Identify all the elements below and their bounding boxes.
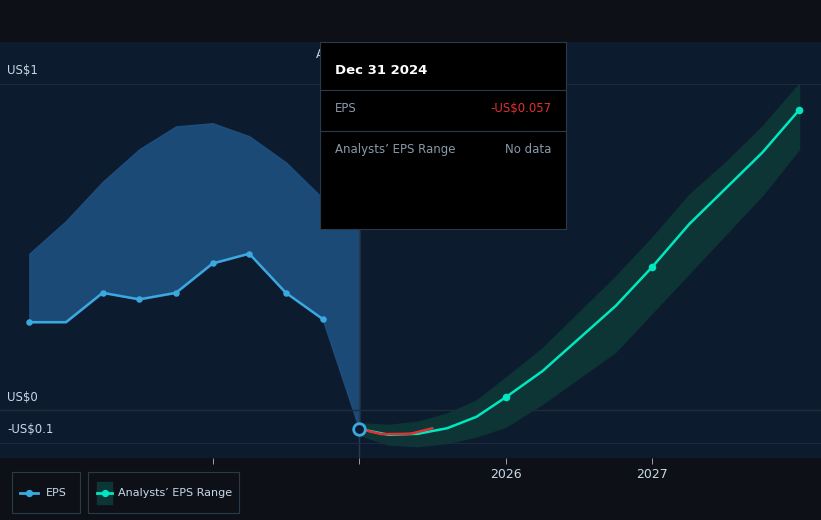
- FancyBboxPatch shape: [88, 472, 239, 513]
- Point: [316, 315, 329, 323]
- Text: Analysts’ EPS Range: Analysts’ EPS Range: [117, 488, 232, 498]
- Text: US$0: US$0: [7, 391, 38, 404]
- Point: [98, 489, 111, 497]
- Point: [243, 250, 256, 258]
- Point: [133, 295, 146, 304]
- Point: [792, 106, 805, 114]
- Text: EPS: EPS: [46, 488, 67, 498]
- Text: Analysts’ EPS Range: Analysts’ EPS Range: [335, 142, 456, 155]
- Text: -US$0.1: -US$0.1: [7, 423, 53, 436]
- FancyBboxPatch shape: [12, 472, 80, 513]
- Text: -US$0.057: -US$0.057: [491, 101, 552, 114]
- Text: Dec 31 2024: Dec 31 2024: [335, 64, 428, 77]
- Point: [499, 393, 512, 401]
- Point: [353, 425, 366, 433]
- Point: [22, 489, 35, 497]
- Text: Analysts Forecasts: Analysts Forecasts: [365, 48, 475, 61]
- Text: US$1: US$1: [7, 64, 39, 77]
- Point: [279, 289, 292, 297]
- Point: [646, 263, 659, 271]
- Text: No data: No data: [506, 142, 552, 155]
- Point: [23, 318, 36, 327]
- Point: [169, 289, 182, 297]
- Text: EPS: EPS: [335, 101, 356, 114]
- Text: Actual: Actual: [316, 48, 353, 61]
- Point: [96, 289, 109, 297]
- Point: [206, 259, 219, 268]
